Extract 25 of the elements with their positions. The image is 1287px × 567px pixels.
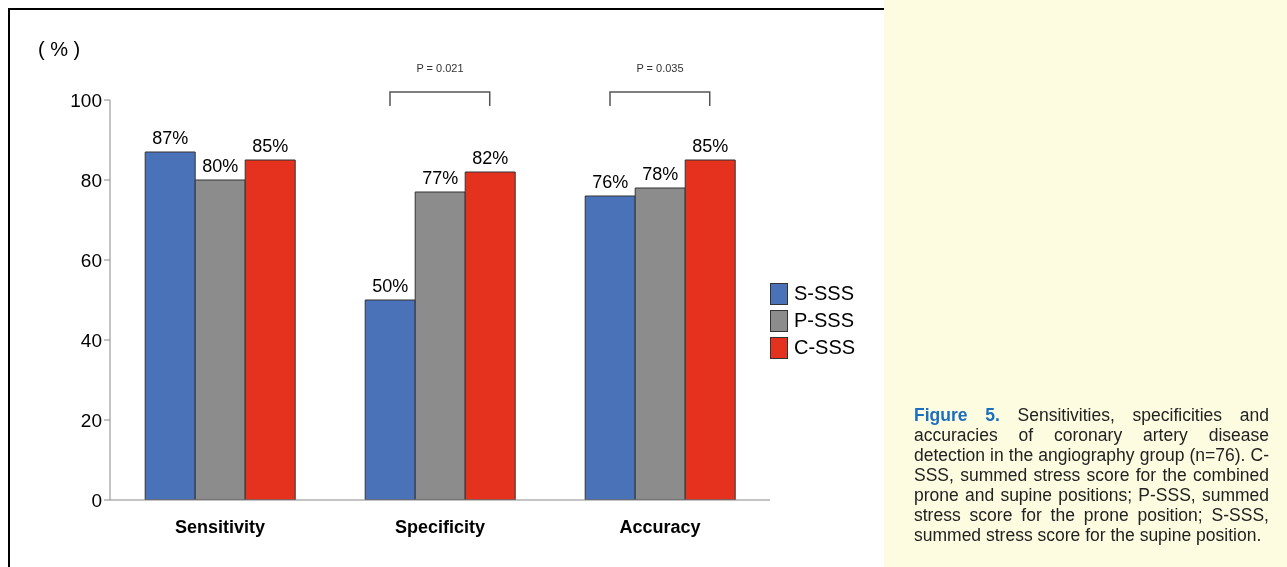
y-axis-title: ( % ) xyxy=(38,38,81,61)
x-tick-label: Accuracy xyxy=(619,516,701,537)
text: P = 0.035 xyxy=(635,62,685,74)
text: P = 0.021 xyxy=(415,62,465,74)
legend-label: C-SSS xyxy=(794,336,856,359)
y-tick-label: 40 xyxy=(80,329,102,351)
data-label: 87% xyxy=(152,128,189,148)
y-tick-label: 80 xyxy=(80,169,102,191)
y-tick-label: 60 xyxy=(80,249,102,271)
y-tick-label: 20 xyxy=(80,409,102,431)
caption: Figure 5. Sensitivities, specificities and accuracies of coronary artery disease detection in the angiography group (n=76). C-SSS, summed stress score for the combined prone and supine positions; P-SSS, summed stress score for the prone position; S-SSS, summed stress score for the supine position. xyxy=(914,405,1269,545)
data-label: 85% xyxy=(692,136,729,156)
x-tick-label: Sensitivity xyxy=(174,516,266,537)
data-label: 76% xyxy=(592,172,629,192)
legend-label: P-SSS xyxy=(794,309,855,332)
legend-label: S-SSS xyxy=(794,282,855,305)
y-tick-label: 100 xyxy=(70,89,102,111)
x-tick-label: Specificity xyxy=(394,516,486,537)
data-label: 78% xyxy=(642,164,679,184)
y-tick-label: 0 xyxy=(91,489,102,511)
data-label: 80% xyxy=(202,156,239,176)
data-label: 50% xyxy=(372,276,409,296)
data-label: 82% xyxy=(472,148,509,168)
data-label: 77% xyxy=(422,168,459,188)
data-label: 85% xyxy=(252,136,289,156)
